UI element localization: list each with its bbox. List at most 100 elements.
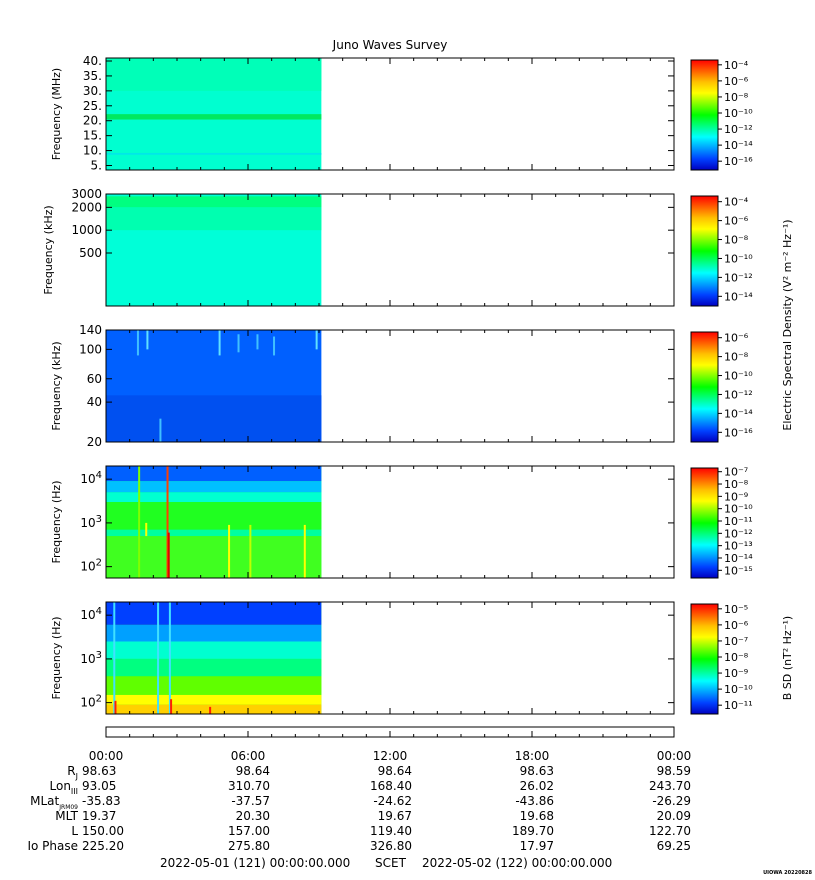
y-tick-label-base: 20.	[83, 114, 102, 128]
y-tick-label: 104	[80, 606, 102, 622]
colorbar-1: 10⁻⁴ 10⁻⁶ 10⁻⁸ 10⁻¹⁰ 10⁻¹² 10⁻¹⁴ 10⁻¹⁶	[690, 59, 753, 171]
y-tick-label-base: 35.	[83, 69, 102, 83]
ephemeris-value: 168.40	[370, 779, 412, 793]
colorbar-tick-label: 10⁻¹⁴	[724, 407, 753, 420]
colorbar-tick-label: 10⁻⁸	[724, 351, 749, 364]
spectrogram-spike	[166, 466, 169, 578]
figure-title: Juno Waves Survey	[332, 38, 448, 52]
spectrogram-band	[106, 676, 322, 695]
y-tick-label: 5.	[91, 159, 102, 173]
ephemeris-value: -26.29	[652, 794, 691, 808]
spectrogram-band	[106, 502, 322, 530]
colorbar-tick-label: 10⁻¹²	[724, 123, 753, 136]
y-tick-label-sup: 4	[96, 606, 102, 617]
y-tick-label-base: 3000	[71, 187, 102, 201]
colorbar-5: 10⁻⁵ 10⁻⁶ 10⁻⁷ 10⁻⁸ 10⁻⁹ 10⁻¹⁰ 10⁻¹¹ B SD (nT² …	[690, 603, 794, 715]
y-tick-label-base: 140	[79, 323, 102, 337]
time-tick-label: 12:00	[373, 749, 408, 763]
colorbar-tick-label: 10⁻¹⁶	[724, 426, 753, 439]
spectrogram-band	[106, 395, 322, 442]
ephemeris-row: LonIII 93.05 310.70 168.40 26.02 243.70	[50, 779, 692, 796]
y-tick-label: 20.	[83, 114, 102, 128]
y-tick-label: 15.	[83, 129, 102, 143]
ephemeris-value: 119.40	[370, 824, 412, 838]
colorbar-tick-label: 10⁻¹¹	[724, 515, 753, 528]
colorbar-tick-label: 10⁻¹⁰	[724, 683, 753, 696]
ephemeris-row-label-base: L	[71, 824, 78, 838]
y-axis-label: Frequency (Hz)	[50, 481, 63, 564]
spectrogram-spike	[114, 700, 117, 714]
colorbar-tick-label: 10⁻¹²	[724, 527, 753, 540]
y-tick-label-base: 10	[80, 516, 95, 530]
spectrogram-spike	[209, 706, 212, 714]
ephemeris-value: 17.97	[520, 839, 554, 853]
spectrogram-spike	[237, 334, 240, 353]
time-tick-label: 00:00	[657, 749, 692, 763]
spectrogram-band	[106, 536, 322, 578]
spectrogram-spike	[146, 330, 149, 350]
y-tick-label: 40.	[83, 54, 102, 68]
ephemeris-row-label: Io Phase	[27, 839, 78, 853]
credit-stamp: UIOWA 20220828	[763, 870, 812, 876]
colorbar-tick-label: 10⁻⁸	[724, 478, 749, 491]
colorbar-ramp	[690, 59, 719, 171]
ephemeris-row-label-base: MLat	[30, 794, 59, 808]
y-axis-label: Frequency (kHz)	[42, 205, 55, 294]
y-tick-label-base: 40	[87, 395, 102, 409]
spectrogram-band	[106, 492, 322, 503]
y-tick-label-sup: 3	[96, 514, 102, 525]
ephemeris-value: 150.00	[82, 824, 124, 838]
spectrogram-spike	[167, 532, 170, 578]
ephemeris-value: 93.05	[82, 779, 116, 793]
ephemeris-row-label: MLT	[55, 809, 78, 823]
spectrogram-spike	[157, 602, 160, 714]
footer-start-time: 2022-05-01 (121) 00:00:00.000	[160, 856, 350, 870]
ephemeris-value: -35.83	[82, 794, 121, 808]
y-tick-label: 20	[87, 435, 102, 449]
y-tick-label: 1000	[71, 223, 102, 237]
colorbar-label: B SD (nT² Hz⁻¹)	[781, 616, 794, 700]
ephemeris-value: 157.00	[228, 824, 270, 838]
ephemeris-row: RJ 98.63 98.64 98.64 98.63 98.59	[67, 764, 691, 781]
ephemeris-row: L 150.00 157.00 119.40 189.70 122.70	[71, 824, 691, 838]
y-tick-label-base: 15.	[83, 129, 102, 143]
ephemeris-row-label-sub: III	[71, 787, 78, 796]
ephemeris-row-label-base: R	[67, 764, 75, 778]
colorbar-tick-label: 10⁻⁸	[724, 91, 749, 104]
y-tick-label: 30.	[83, 84, 102, 98]
colorbar-tick-label: 10⁻¹²	[724, 271, 753, 284]
y-tick-label-base: 5.	[91, 159, 102, 173]
y-tick-label-base: 10	[80, 472, 95, 486]
colorbar-tick-label: 10⁻¹⁰	[724, 370, 753, 383]
ephemeris-value: 20.09	[657, 809, 691, 823]
time-axis: 00:00 06:00 12:00 18:00 00:00	[89, 726, 692, 763]
y-tick-label-base: 500	[79, 246, 102, 260]
footer-end-time: 2022-05-02 (122) 00:00:00.000	[422, 856, 612, 870]
y-tick-label-base: 10	[80, 652, 95, 666]
spectrogram-spike	[170, 699, 173, 714]
y-tick-label: 103	[80, 514, 102, 530]
y-tick-label-sup: 2	[96, 694, 102, 705]
colorbar-tick-label: 10⁻⁶	[724, 75, 749, 88]
ephemeris-value: 19.37	[82, 809, 116, 823]
spectrogram-spike	[303, 524, 306, 578]
spectrogram-band	[106, 641, 322, 659]
spectrogram-spike	[136, 330, 139, 356]
spectrogram-band	[106, 58, 322, 91]
colorbar-tick-label: 10⁻⁸	[724, 234, 749, 247]
ephemeris-row-label: LonIII	[50, 779, 79, 796]
ephemeris-value: 275.80	[228, 839, 270, 853]
ephemeris-row: Io Phase 225.20 275.80 326.80 17.97 69.25	[27, 839, 691, 853]
y-tick-label: 2000	[71, 200, 102, 214]
y-tick-label: 60	[87, 372, 102, 386]
ephemeris-value: 310.70	[228, 779, 270, 793]
y-tick-label-sup: 3	[96, 650, 102, 661]
colorbar-3: 10⁻⁶ 10⁻⁸ 10⁻¹⁰ 10⁻¹² 10⁻¹⁴ 10⁻¹⁶	[690, 331, 753, 443]
y-tick-label-base: 40.	[83, 54, 102, 68]
colorbar-tick-label: 10⁻⁹	[724, 667, 748, 680]
y-tick-label: 100	[79, 342, 102, 356]
ephemeris-row-label-base: Io Phase	[27, 839, 78, 853]
